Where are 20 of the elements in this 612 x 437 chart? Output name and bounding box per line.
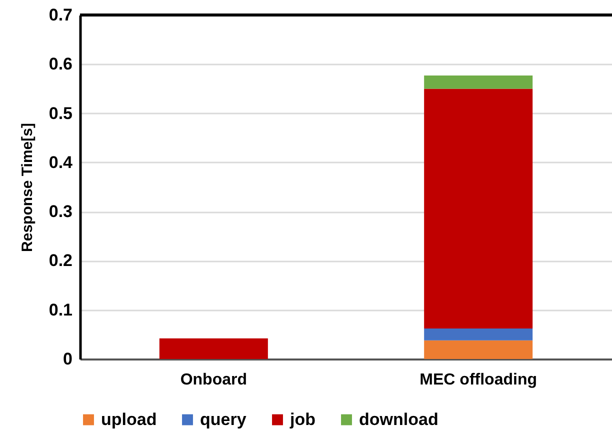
bar xyxy=(424,340,533,359)
y-tick-label: 0.1 xyxy=(48,300,72,320)
y-tick-label: 0.6 xyxy=(48,54,72,74)
legend-label: job xyxy=(289,410,316,429)
y-axis-title: Response Time[s] xyxy=(18,123,36,252)
y-tick-label: 0.4 xyxy=(48,152,74,172)
x-tick-label: MEC offloading xyxy=(420,372,537,388)
bar xyxy=(159,338,268,359)
legend-label: download xyxy=(359,410,438,429)
bar xyxy=(424,88,533,329)
y-tick-label: 0.3 xyxy=(48,202,72,222)
bar xyxy=(424,328,533,340)
legend-label: upload xyxy=(101,410,157,429)
x-tick-label: Onboard xyxy=(180,372,247,388)
y-tick-label: 0.5 xyxy=(48,104,72,123)
y-tick-label: 0.7 xyxy=(48,6,72,24)
y-tick-label: 0 xyxy=(63,350,72,368)
bar xyxy=(424,75,533,89)
legend-label: query xyxy=(200,410,247,429)
y-tick-label: 0.2 xyxy=(48,251,72,270)
